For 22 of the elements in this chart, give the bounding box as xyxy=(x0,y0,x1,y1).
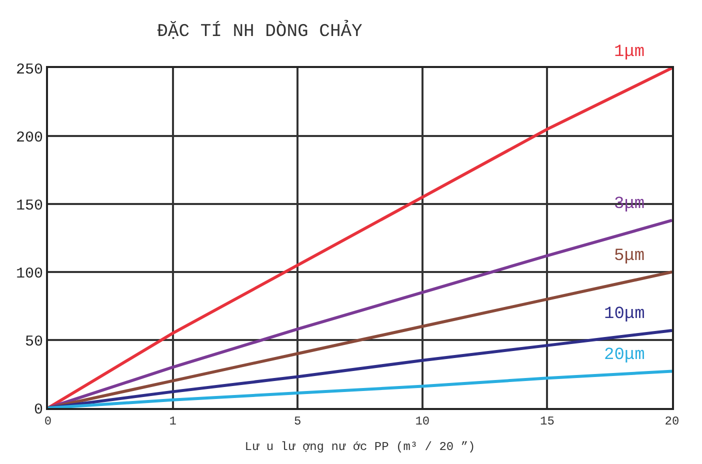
series-label: 5μm xyxy=(614,247,645,266)
x-tick-label: 20 xyxy=(664,414,680,428)
x-tick-label: 1 xyxy=(169,414,176,428)
line-series xyxy=(48,270,672,408)
chart-title: ĐẶC TÍ NH DÒNG CHẢY xyxy=(157,18,363,42)
series-label: 1μm xyxy=(614,43,645,62)
line-series xyxy=(48,328,672,408)
y-tick-label: 150 xyxy=(16,197,43,214)
line-series xyxy=(48,68,672,408)
y-tick-label: 50 xyxy=(24,333,43,350)
series-label: 10μm xyxy=(604,305,645,324)
x-axis-title: Lư u lư ợng nư ớc PP (m³ / 20 ”) xyxy=(244,440,476,454)
series-label: 20μm xyxy=(604,346,645,365)
line-series xyxy=(48,370,672,408)
x-tick-label: 0 xyxy=(44,414,52,428)
x-tick-label: 10 xyxy=(415,414,430,428)
y-tick-label: 200 xyxy=(16,129,43,146)
x-tick-label: 5 xyxy=(294,414,302,428)
y-tick-label: 100 xyxy=(16,265,43,282)
y-tick-label: 250 xyxy=(16,61,43,78)
x-tick-label: 15 xyxy=(540,414,554,428)
line-series xyxy=(48,218,672,408)
